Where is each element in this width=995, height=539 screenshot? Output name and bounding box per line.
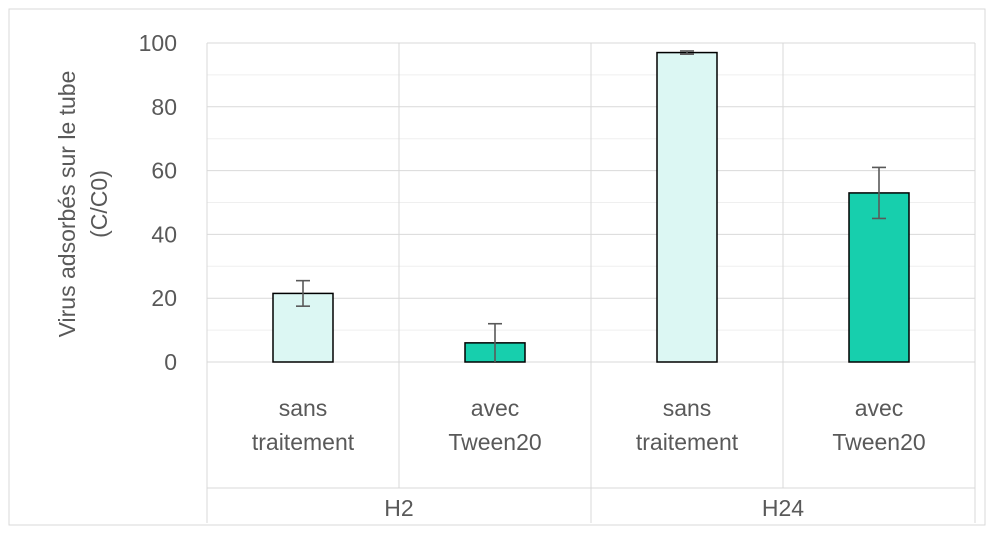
gridlines xyxy=(206,42,976,523)
category-label: sans xyxy=(663,395,712,421)
category-label: avec xyxy=(471,395,520,421)
group-label: H2 xyxy=(384,495,413,521)
bar xyxy=(656,51,718,363)
y-tick-label: 80 xyxy=(151,94,177,120)
y-tick-label: 20 xyxy=(151,285,177,311)
category-labels: sans traitement avec Tween20 sans traitement a… xyxy=(252,395,926,521)
chart-area-border xyxy=(8,8,986,526)
y-axis-title-line-1: Virus adsorbés sur le tube xyxy=(54,71,80,338)
y-tick-label: 100 xyxy=(139,30,177,56)
group-label: H24 xyxy=(762,495,804,521)
bars xyxy=(272,50,910,363)
y-tick-label: 0 xyxy=(164,349,177,375)
category-label: traitement xyxy=(636,429,739,455)
y-axis-title-line-2: (C/C0) xyxy=(86,170,112,238)
axes: 0 20 40 60 80 100 xyxy=(139,30,975,375)
category-label: Tween20 xyxy=(448,429,541,455)
y-tick-label: 60 xyxy=(151,158,177,184)
category-label: Tween20 xyxy=(832,429,925,455)
category-label: sans xyxy=(279,395,328,421)
category-label: avec xyxy=(855,395,904,421)
y-tick-label: 40 xyxy=(151,221,177,247)
bar xyxy=(848,192,910,363)
category-label: traitement xyxy=(252,429,355,455)
